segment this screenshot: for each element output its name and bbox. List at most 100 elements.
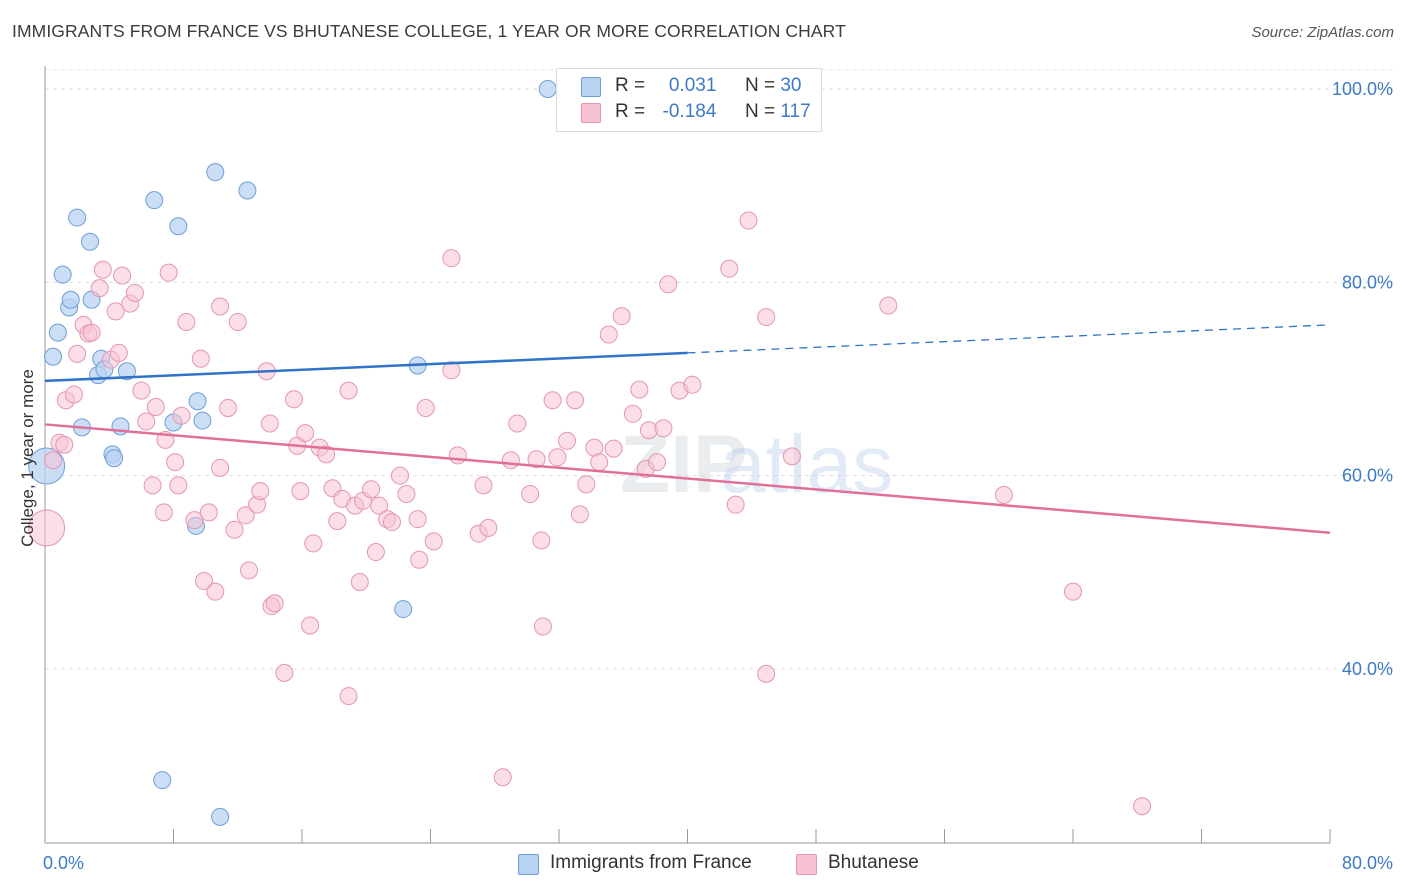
bhutanese-point: [604, 439, 623, 458]
bhutanese-swatch: [581, 103, 601, 123]
bhutanese-point: [390, 466, 409, 485]
bhutanese-point: [474, 476, 493, 495]
france-point: [193, 411, 212, 430]
france-trend-extension: [687, 324, 1331, 354]
bhutanese-point: [296, 424, 315, 443]
france-trend-line: [44, 351, 688, 383]
bhutanese-point: [350, 573, 369, 591]
series-legend: Immigrants from France Bhutanese: [0, 851, 1406, 879]
bhutanese-point: [206, 582, 225, 601]
bhutanese-point: [339, 381, 358, 400]
france-point: [68, 208, 87, 227]
bhutanese-point: [68, 344, 87, 363]
bhutanese-point: [28, 509, 66, 547]
bhutanese-point: [291, 482, 310, 501]
n-label: N =: [744, 75, 776, 96]
bhutanese-point: [416, 399, 435, 417]
watermark-atlas: atlas: [720, 419, 893, 510]
bhutanese-point: [228, 312, 247, 331]
bhutanese-point: [172, 406, 191, 425]
y-tick-label: 80.0%: [1342, 272, 1393, 292]
data-points: [28, 80, 1152, 826]
n-value: 117: [780, 101, 811, 122]
bhutanese-point: [548, 448, 567, 467]
y-tick-label: 60.0%: [1342, 466, 1393, 486]
bhutanese-point: [260, 414, 279, 433]
france-swatch: [581, 77, 601, 97]
bhutanese-point: [90, 279, 109, 298]
bhutanese-point: [362, 480, 381, 499]
n-label: N =: [744, 101, 776, 122]
r-label: R =: [615, 101, 646, 122]
bhutanese-point: [137, 412, 156, 431]
bhutanese-point: [284, 390, 303, 409]
stats-legend: R = 0.031 N = 30 R = -0.184 N = 117: [556, 68, 822, 132]
bhutanese-point: [612, 307, 631, 326]
bhutanese-point: [225, 520, 244, 539]
bhutanese-point: [93, 260, 112, 279]
bhutanese-point: [533, 617, 552, 636]
y-tick-label: 100.0%: [1332, 79, 1393, 99]
bhutanese-point: [408, 510, 427, 529]
bhutanese-point: [185, 511, 204, 530]
bhutanese-point: [251, 482, 270, 501]
bhutanese-point: [236, 506, 255, 525]
y-axis-label: College, 1 year or more: [18, 369, 37, 547]
bhutanese-point: [382, 513, 401, 532]
bhutanese-point: [143, 476, 162, 495]
france-point: [238, 181, 257, 200]
bhutanese-point: [317, 445, 336, 464]
bhutanese-point: [720, 259, 739, 278]
bhutanese-point: [169, 476, 188, 495]
bhutanese-point: [154, 503, 173, 522]
france-swatch: [518, 854, 539, 875]
bhutanese-point: [424, 532, 443, 551]
bhutanese-trend-line: [44, 423, 1331, 534]
bhutanese-point: [410, 550, 429, 569]
r-value: -0.184: [662, 101, 717, 122]
bhutanese-point: [275, 663, 294, 682]
bhutanese-point: [739, 211, 758, 230]
bhutanese-point: [159, 263, 178, 282]
france-point: [169, 217, 188, 236]
x-tick-label: 80.0%: [1342, 853, 1393, 873]
y-tick-label: 40.0%: [1342, 659, 1393, 679]
bhutanese-point: [44, 451, 63, 470]
france-point: [206, 163, 225, 182]
bhutanese-point: [442, 249, 461, 268]
bhutanese-point: [521, 485, 540, 504]
bhutanese-point: [683, 375, 702, 394]
bhutanese-point: [199, 503, 218, 522]
bhutanese-point: [599, 325, 618, 344]
legend-label: Bhutanese: [828, 852, 919, 873]
bhutanese-point: [566, 391, 585, 410]
bhutanese-point: [370, 496, 389, 515]
france-point: [145, 191, 164, 210]
bhutanese-point: [106, 302, 125, 321]
x-tick-label: 0.0%: [43, 853, 84, 873]
bhutanese-point: [994, 486, 1013, 504]
bhutanese-point: [647, 453, 666, 472]
r-value: 0.031: [668, 75, 717, 96]
bhutanese-point: [782, 447, 801, 466]
bhutanese-point: [879, 296, 898, 315]
bhutanese-point: [328, 512, 347, 531]
bhutanese-point: [146, 398, 165, 417]
france-point: [48, 323, 67, 342]
bhutanese-point: [211, 458, 230, 477]
bhutanese-point: [659, 275, 678, 294]
bhutanese-point: [508, 414, 527, 433]
bhutanese-point: [532, 531, 551, 550]
bhutanese-point: [543, 391, 562, 410]
france-point: [80, 232, 99, 251]
france-point: [188, 392, 207, 411]
bhutanese-point: [177, 312, 196, 331]
bhutanese-point: [166, 453, 185, 472]
tick-labels: 100.0% 80.0% 60.0% 40.0% 0.0% 80.0%: [43, 79, 1393, 873]
france-point: [105, 449, 124, 468]
bhutanese-point: [726, 495, 745, 514]
bhutanese-point: [757, 308, 776, 327]
france-point: [117, 362, 136, 381]
france-point: [538, 80, 557, 98]
